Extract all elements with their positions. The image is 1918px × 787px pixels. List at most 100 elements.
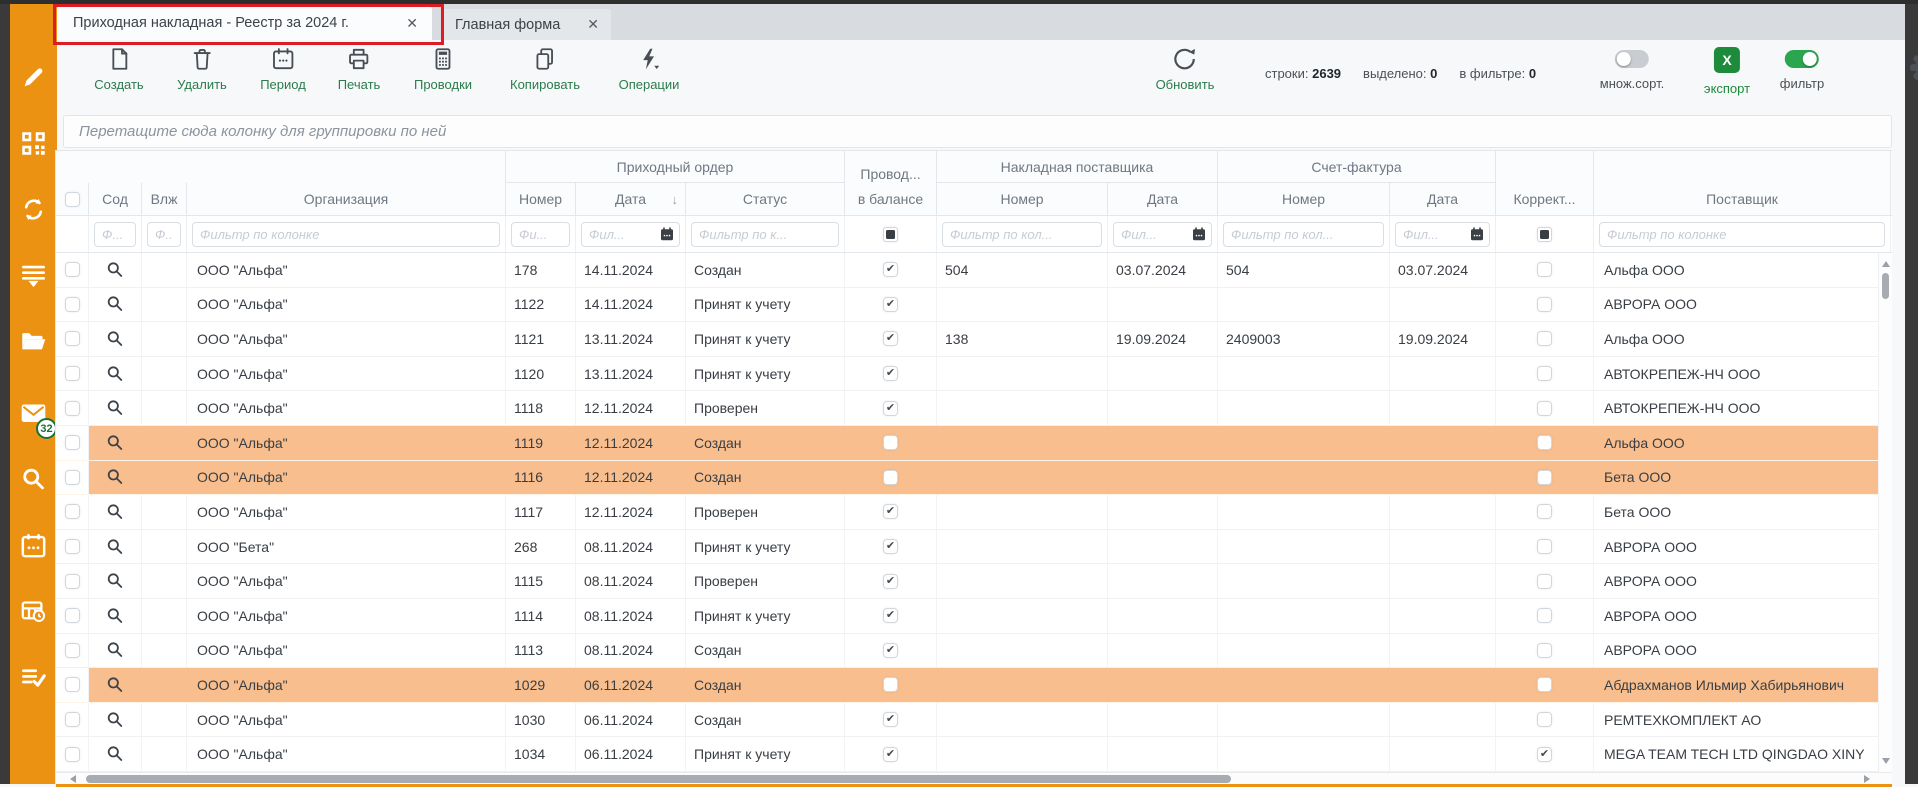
row-magnifier-icon[interactable] [106, 503, 124, 521]
row-checkbox[interactable] [64, 331, 80, 347]
filter-np_num-input[interactable] [942, 221, 1102, 247]
table-row[interactable]: ООО "Альфа" 1116 12.11.2024 Создан Бета ООО [56, 460, 1892, 496]
row-magnifier-icon[interactable] [106, 330, 124, 348]
create-button[interactable]: Создать [94, 46, 144, 92]
table-row[interactable]: ООО "Бета" 268 08.11.2024 Принят к учету ✔ АВ… [56, 529, 1892, 565]
column-header-po_date[interactable]: Дата ↓ [576, 183, 686, 215]
multisort-control[interactable]: множ.сорт. [1600, 50, 1664, 91]
balance-checkbox[interactable]: ✔ [883, 262, 898, 278]
balance-checkbox[interactable]: ✔ [883, 712, 898, 728]
multisort-toggle[interactable] [1615, 50, 1649, 68]
sort-descending-icon[interactable]: ↓ [671, 191, 679, 207]
column-header-po_num[interactable]: Номер [506, 183, 576, 215]
search-icon[interactable] [20, 466, 47, 493]
row-magnifier-icon[interactable] [106, 641, 124, 659]
header-merged-blank[interactable] [1594, 151, 1891, 183]
filter-toggle[interactable] [1784, 50, 1819, 68]
balance-checkbox[interactable]: ✔ [883, 366, 898, 382]
task-list-check-icon[interactable] [20, 664, 47, 691]
filter-supplier-input[interactable] [1599, 221, 1885, 247]
vertical-scrollbar[interactable] [1878, 253, 1892, 772]
row-magnifier-icon[interactable] [106, 676, 124, 694]
row-checkbox[interactable] [64, 573, 80, 589]
column-header-supplier[interactable]: Поставщик [1594, 183, 1891, 215]
korr-checkbox[interactable]: ✔ [1537, 746, 1552, 762]
korr-checkbox[interactable] [1537, 504, 1552, 520]
filter-sf_num-input[interactable] [1223, 221, 1384, 247]
row-magnifier-icon[interactable] [106, 538, 124, 556]
horizontal-scroll-thumb[interactable] [86, 775, 1231, 783]
refresh-button[interactable]: Обновить [1156, 46, 1214, 92]
table-row[interactable]: ООО "Альфа" 1117 12.11.2024 Проверен ✔ Бета О… [56, 495, 1892, 530]
korr-checkbox[interactable] [1537, 608, 1552, 624]
filter-sf_date-input[interactable] [1395, 221, 1490, 247]
postings-button[interactable]: Проводки [414, 46, 472, 92]
header-merged-blank[interactable] [56, 151, 506, 183]
korr-checkbox[interactable] [1537, 400, 1552, 416]
header-group-incoming-order[interactable]: Приходный ордер [506, 151, 845, 183]
balance-checkbox[interactable]: ✔ [883, 746, 898, 762]
table-row[interactable]: ООО "Альфа" 1119 12.11.2024 Создан Альфа ООО [56, 425, 1892, 461]
filter-checkbox-korr[interactable] [1537, 226, 1552, 242]
row-magnifier-icon[interactable] [106, 295, 124, 313]
korr-checkbox[interactable] [1537, 469, 1552, 485]
filter-checkbox-balance[interactable] [883, 226, 898, 242]
balance-checkbox[interactable]: ✔ [883, 296, 898, 312]
column-header-po_status[interactable]: Статус [686, 183, 845, 215]
tab-registry-2024[interactable]: Приходная накладная - Реестр за 2024 г. … [57, 6, 432, 40]
row-checkbox[interactable] [64, 712, 80, 728]
header-group-vat-invoice[interactable]: Счет-фактура [1218, 151, 1496, 183]
header-merged-blank[interactable] [1496, 151, 1594, 183]
table-row[interactable]: ООО "Альфа" 1115 08.11.2024 Проверен ✔ АВРОРА… [56, 564, 1892, 599]
row-magnifier-icon[interactable] [106, 745, 124, 763]
balance-checkbox[interactable]: ✔ [883, 504, 898, 520]
table-row[interactable]: ООО "Альфа" 1118 12.11.2024 Проверен ✔ АВТОКР… [56, 391, 1892, 426]
calendar-icon[interactable] [20, 532, 47, 559]
sync-icon[interactable] [20, 196, 47, 223]
row-checkbox[interactable] [64, 608, 80, 624]
filter-vlzh-input[interactable] [147, 221, 181, 247]
row-magnifier-icon[interactable] [106, 434, 124, 452]
scroll-down-arrow[interactable] [1882, 758, 1890, 764]
row-checkbox[interactable] [64, 262, 80, 278]
filter-np_date-input[interactable] [1113, 221, 1212, 247]
filter-org-input[interactable] [192, 221, 500, 247]
list-export-icon[interactable] [20, 262, 47, 289]
excel-export-icon[interactable]: X [1713, 47, 1740, 73]
row-magnifier-icon[interactable] [106, 468, 124, 486]
export-control[interactable]: X экспорт [1704, 47, 1750, 96]
tab-main-form[interactable]: Главная форма ✕ [441, 9, 611, 40]
row-magnifier-icon[interactable] [106, 261, 124, 279]
korr-checkbox[interactable] [1537, 435, 1552, 451]
balance-checkbox[interactable]: ✔ [883, 573, 898, 589]
column-header-select[interactable] [56, 183, 89, 215]
vertical-scroll-thumb[interactable] [1882, 273, 1889, 299]
row-checkbox[interactable] [64, 296, 80, 312]
korr-checkbox[interactable] [1537, 296, 1552, 312]
print-button[interactable]: Печать [338, 46, 380, 92]
edit-pencil-icon[interactable] [20, 64, 47, 91]
korr-checkbox[interactable] [1537, 712, 1552, 728]
column-header-vlzh[interactable]: Влж [142, 183, 187, 215]
table-row[interactable]: ООО "Альфа" 1030 06.11.2024 Создан ✔ РЕМТЕХКО… [56, 702, 1892, 738]
row-magnifier-icon[interactable] [106, 399, 124, 417]
filter-po_num-input[interactable] [511, 221, 570, 247]
balance-checkbox[interactable]: ✔ [883, 608, 898, 624]
table-row[interactable]: ООО "Альфа" 1113 08.11.2024 Создан ✔ АВРОРА О… [56, 633, 1892, 669]
close-icon[interactable]: ✕ [587, 16, 599, 32]
row-checkbox[interactable] [64, 435, 80, 451]
balance-checkbox[interactable] [883, 435, 898, 451]
filter-sod-input[interactable] [94, 221, 136, 247]
table-row[interactable]: ООО "Альфа" 1122 14.11.2024 Принят к учету ✔… [56, 287, 1892, 323]
table-row[interactable]: ООО "Альфа" 1029 06.11.2024 Создан Абдрахман… [56, 668, 1892, 703]
row-checkbox[interactable] [64, 469, 80, 485]
row-magnifier-icon[interactable] [106, 365, 124, 383]
filter-po_date-input[interactable] [581, 221, 680, 247]
mail-icon[interactable]: 32 [20, 400, 57, 439]
column-header-np_num[interactable]: Номер [937, 183, 1108, 215]
column-header-sf_num[interactable]: Номер [1218, 183, 1390, 215]
korr-checkbox[interactable] [1537, 262, 1552, 278]
delete-button[interactable]: Удалить [177, 46, 227, 92]
column-header-np_date[interactable]: Дата [1108, 183, 1218, 215]
horizontal-scrollbar[interactable] [56, 772, 1892, 784]
